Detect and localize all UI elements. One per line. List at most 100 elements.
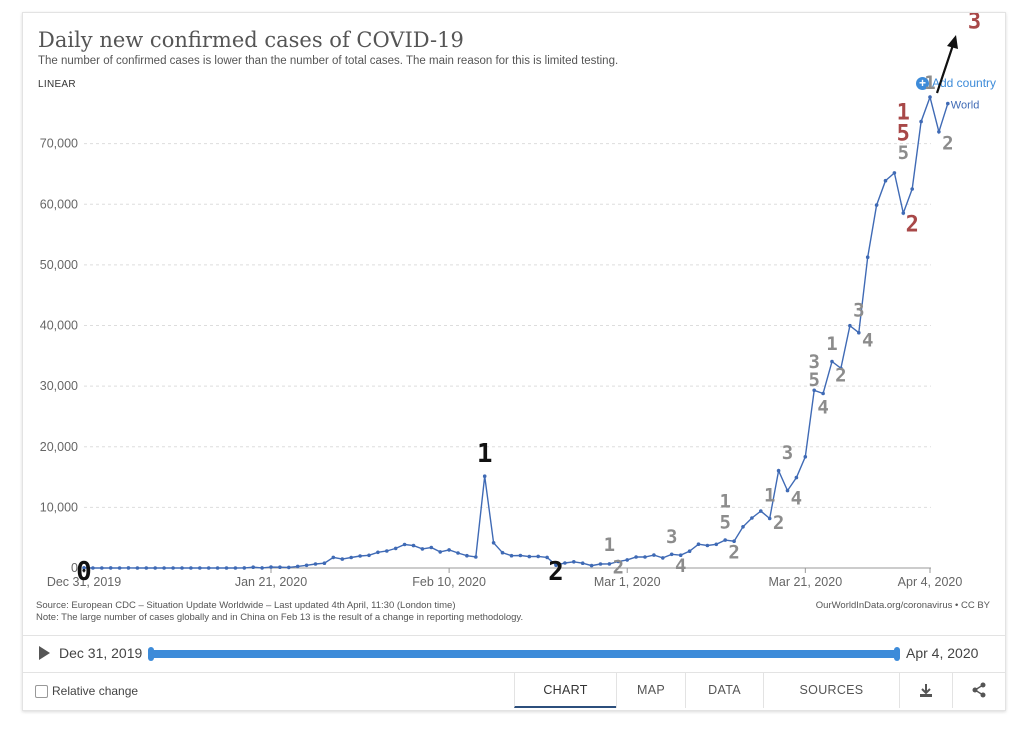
play-icon[interactable]	[39, 646, 50, 660]
annotation-arrow	[935, 35, 958, 94]
timeline-track[interactable]	[150, 650, 897, 658]
data-point	[482, 474, 487, 479]
data-point	[678, 553, 683, 557]
annotation-label: 1	[477, 439, 493, 469]
source-text: Source: European CDC – Situation Update …	[36, 600, 456, 611]
data-point	[349, 555, 354, 560]
data-point	[732, 539, 736, 543]
x-tick-label: Apr 4, 2020	[898, 575, 963, 589]
tab-map[interactable]: MAP	[616, 672, 685, 708]
data-point	[491, 541, 496, 545]
annotation-label: 1	[719, 490, 730, 512]
series-label-world: World	[951, 100, 980, 112]
timeline-end-handle[interactable]	[894, 647, 900, 661]
data-point	[687, 549, 692, 553]
data-point	[616, 559, 621, 564]
annotation-label: 2	[548, 557, 564, 587]
data-point	[242, 566, 247, 570]
x-tick-label: Mar 21, 2020	[768, 575, 842, 589]
data-point	[91, 566, 95, 570]
annotation-label: 2	[613, 557, 624, 579]
data-point	[865, 255, 870, 259]
data-point	[634, 555, 638, 559]
data-point	[669, 552, 674, 557]
annotation-label: 5	[808, 369, 819, 391]
x-tick-label: Feb 10, 2020	[412, 575, 486, 589]
annotation-label: 1	[826, 333, 837, 355]
data-point	[420, 547, 425, 551]
data-point	[910, 187, 914, 191]
data-point	[572, 560, 576, 564]
data-point	[295, 564, 300, 569]
data-point	[376, 550, 380, 555]
data-point	[287, 565, 291, 570]
data-point	[162, 566, 166, 570]
tab-data[interactable]: DATA	[685, 672, 763, 708]
data-point	[946, 101, 950, 106]
scale-toggle-button[interactable]: LINEAR	[38, 79, 76, 90]
data-point	[144, 566, 149, 570]
annotation-label: 1	[604, 534, 615, 556]
y-tick-label: 30,000	[40, 379, 78, 393]
timeline-bar: Dec 31, 2019 Apr 4, 2020	[23, 635, 1005, 673]
data-point	[393, 546, 398, 551]
y-tick-label: 0	[71, 561, 78, 575]
y-tick-label: 10,000	[40, 500, 78, 514]
data-point	[411, 543, 416, 548]
credit-link[interactable]: OurWorldInData.org/coronavirus • CC BY	[815, 600, 990, 611]
data-point	[598, 562, 603, 566]
download-button[interactable]	[899, 672, 952, 708]
data-point	[198, 566, 202, 570]
data-point	[750, 516, 754, 520]
annotation-label: 4	[862, 330, 873, 352]
data-point	[652, 553, 656, 557]
annotation-label: 3	[782, 442, 793, 464]
chart-controls: Relative change CHART MAP DATA SOURCES	[23, 672, 1005, 710]
tab-chart[interactable]: CHART	[514, 672, 616, 708]
data-point	[500, 550, 505, 555]
data-point	[117, 566, 122, 570]
add-country-label: Add country	[932, 76, 997, 90]
annotation-label: 2	[835, 364, 846, 386]
data-point	[206, 566, 211, 570]
annotation-label: 3	[853, 299, 864, 321]
y-tick-label: 70,000	[40, 137, 78, 151]
data-point	[126, 566, 131, 570]
share-button[interactable]	[952, 672, 1005, 708]
data-point	[803, 455, 808, 459]
data-point	[643, 555, 647, 559]
y-tick-label: 20,000	[40, 440, 78, 454]
data-point	[545, 555, 549, 560]
add-country-button[interactable]: + Add country	[916, 76, 996, 90]
chart-title: Daily new confirmed cases of COVID-19	[38, 28, 464, 52]
download-icon	[920, 684, 932, 697]
data-point	[928, 95, 932, 99]
data-point	[705, 543, 710, 548]
annotation-label: 1	[897, 100, 910, 125]
data-point	[438, 550, 443, 554]
data-point	[527, 554, 532, 559]
data-point	[331, 555, 336, 560]
annotation-label: 2	[906, 213, 919, 238]
timeline-start-handle[interactable]	[148, 647, 154, 661]
chart-card: Daily new confirmed cases of COVID-19 Th…	[22, 12, 1006, 711]
relative-change-checkbox[interactable]	[35, 684, 48, 698]
x-tick-label: Dec 31, 2019	[47, 575, 121, 589]
annotation-label: 5	[898, 142, 909, 164]
data-point	[937, 130, 941, 134]
data-point	[304, 563, 309, 568]
data-point	[883, 178, 888, 183]
data-point	[171, 566, 175, 570]
x-tick-label: Jan 21, 2020	[235, 575, 307, 589]
line-chart: 0 10,000 20,000 30,000 40,000 50,000 60,000 70,…	[40, 13, 981, 589]
data-point	[741, 525, 745, 529]
tab-sources[interactable]: SOURCES	[763, 672, 899, 708]
data-point	[278, 565, 282, 569]
data-point	[874, 203, 879, 207]
data-point	[474, 555, 478, 559]
data-point	[518, 553, 523, 558]
relative-change-toggle[interactable]: Relative change	[35, 684, 138, 698]
data-point	[812, 388, 816, 393]
data-point	[839, 366, 843, 371]
data-point	[313, 562, 318, 566]
